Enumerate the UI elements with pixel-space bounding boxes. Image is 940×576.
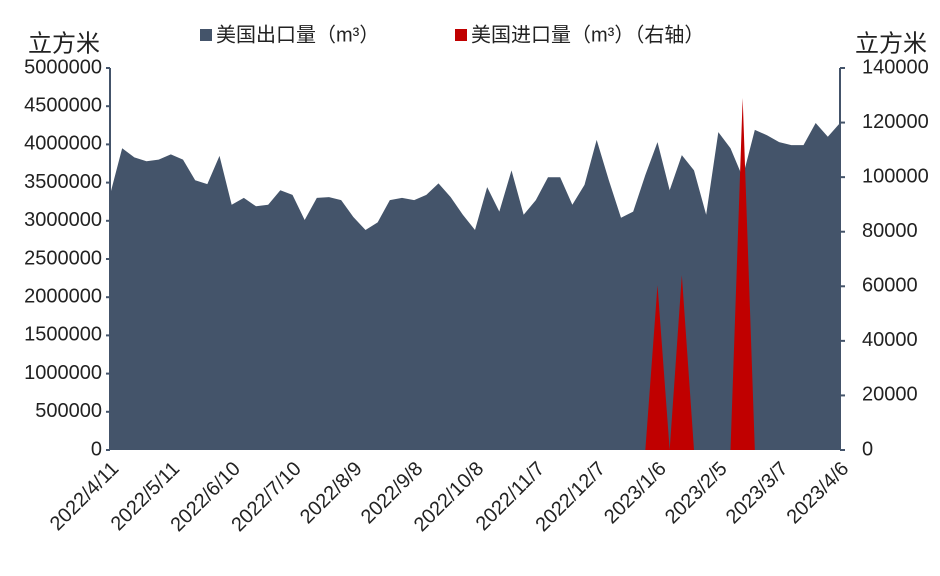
y2-tick-label: 80000 [862,220,918,242]
x-tick-label: 2023/4/6 [783,458,854,529]
legend-label: 美国进口量（m³）（右轴） [471,23,704,46]
y-axis-title: 立方米 [28,30,100,57]
y-tick-label: 4000000 [24,133,102,155]
y-tick-label: 4500000 [24,94,102,116]
y2-tick-label: 60000 [862,275,918,297]
y-tick-label: 1500000 [24,324,102,346]
y2-tick-label: 120000 [862,111,929,133]
y-tick-label: 0 [91,438,102,460]
y2-tick-label: 20000 [862,384,918,406]
x-tick-label: 2023/1/6 [600,458,671,529]
y-tick-label: 2500000 [24,247,102,269]
legend-label: 美国出口量（m³） [216,23,379,46]
y-tick-label: 2000000 [24,285,102,307]
legend-swatch [455,29,467,41]
y-tick-label: 500000 [35,400,102,422]
area [110,98,840,450]
y2-tick-label: 140000 [862,56,929,78]
y2-tick-label: 0 [862,438,873,460]
area [110,123,840,451]
y-tick-label: 3000000 [24,209,102,231]
x-tick-label: 2023/3/7 [722,458,793,529]
x-tick-label: 2022/8/9 [296,458,367,529]
y-tick-label: 5000000 [24,56,102,78]
y-tick-label: 3500000 [24,171,102,193]
y2-tick-label: 100000 [862,165,929,187]
y2-axis-title: 立方米 [855,30,927,57]
legend-swatch [200,29,212,41]
y2-tick-label: 40000 [862,329,918,351]
y-tick-label: 1000000 [24,362,102,384]
x-tick-label: 2023/2/5 [661,458,732,529]
